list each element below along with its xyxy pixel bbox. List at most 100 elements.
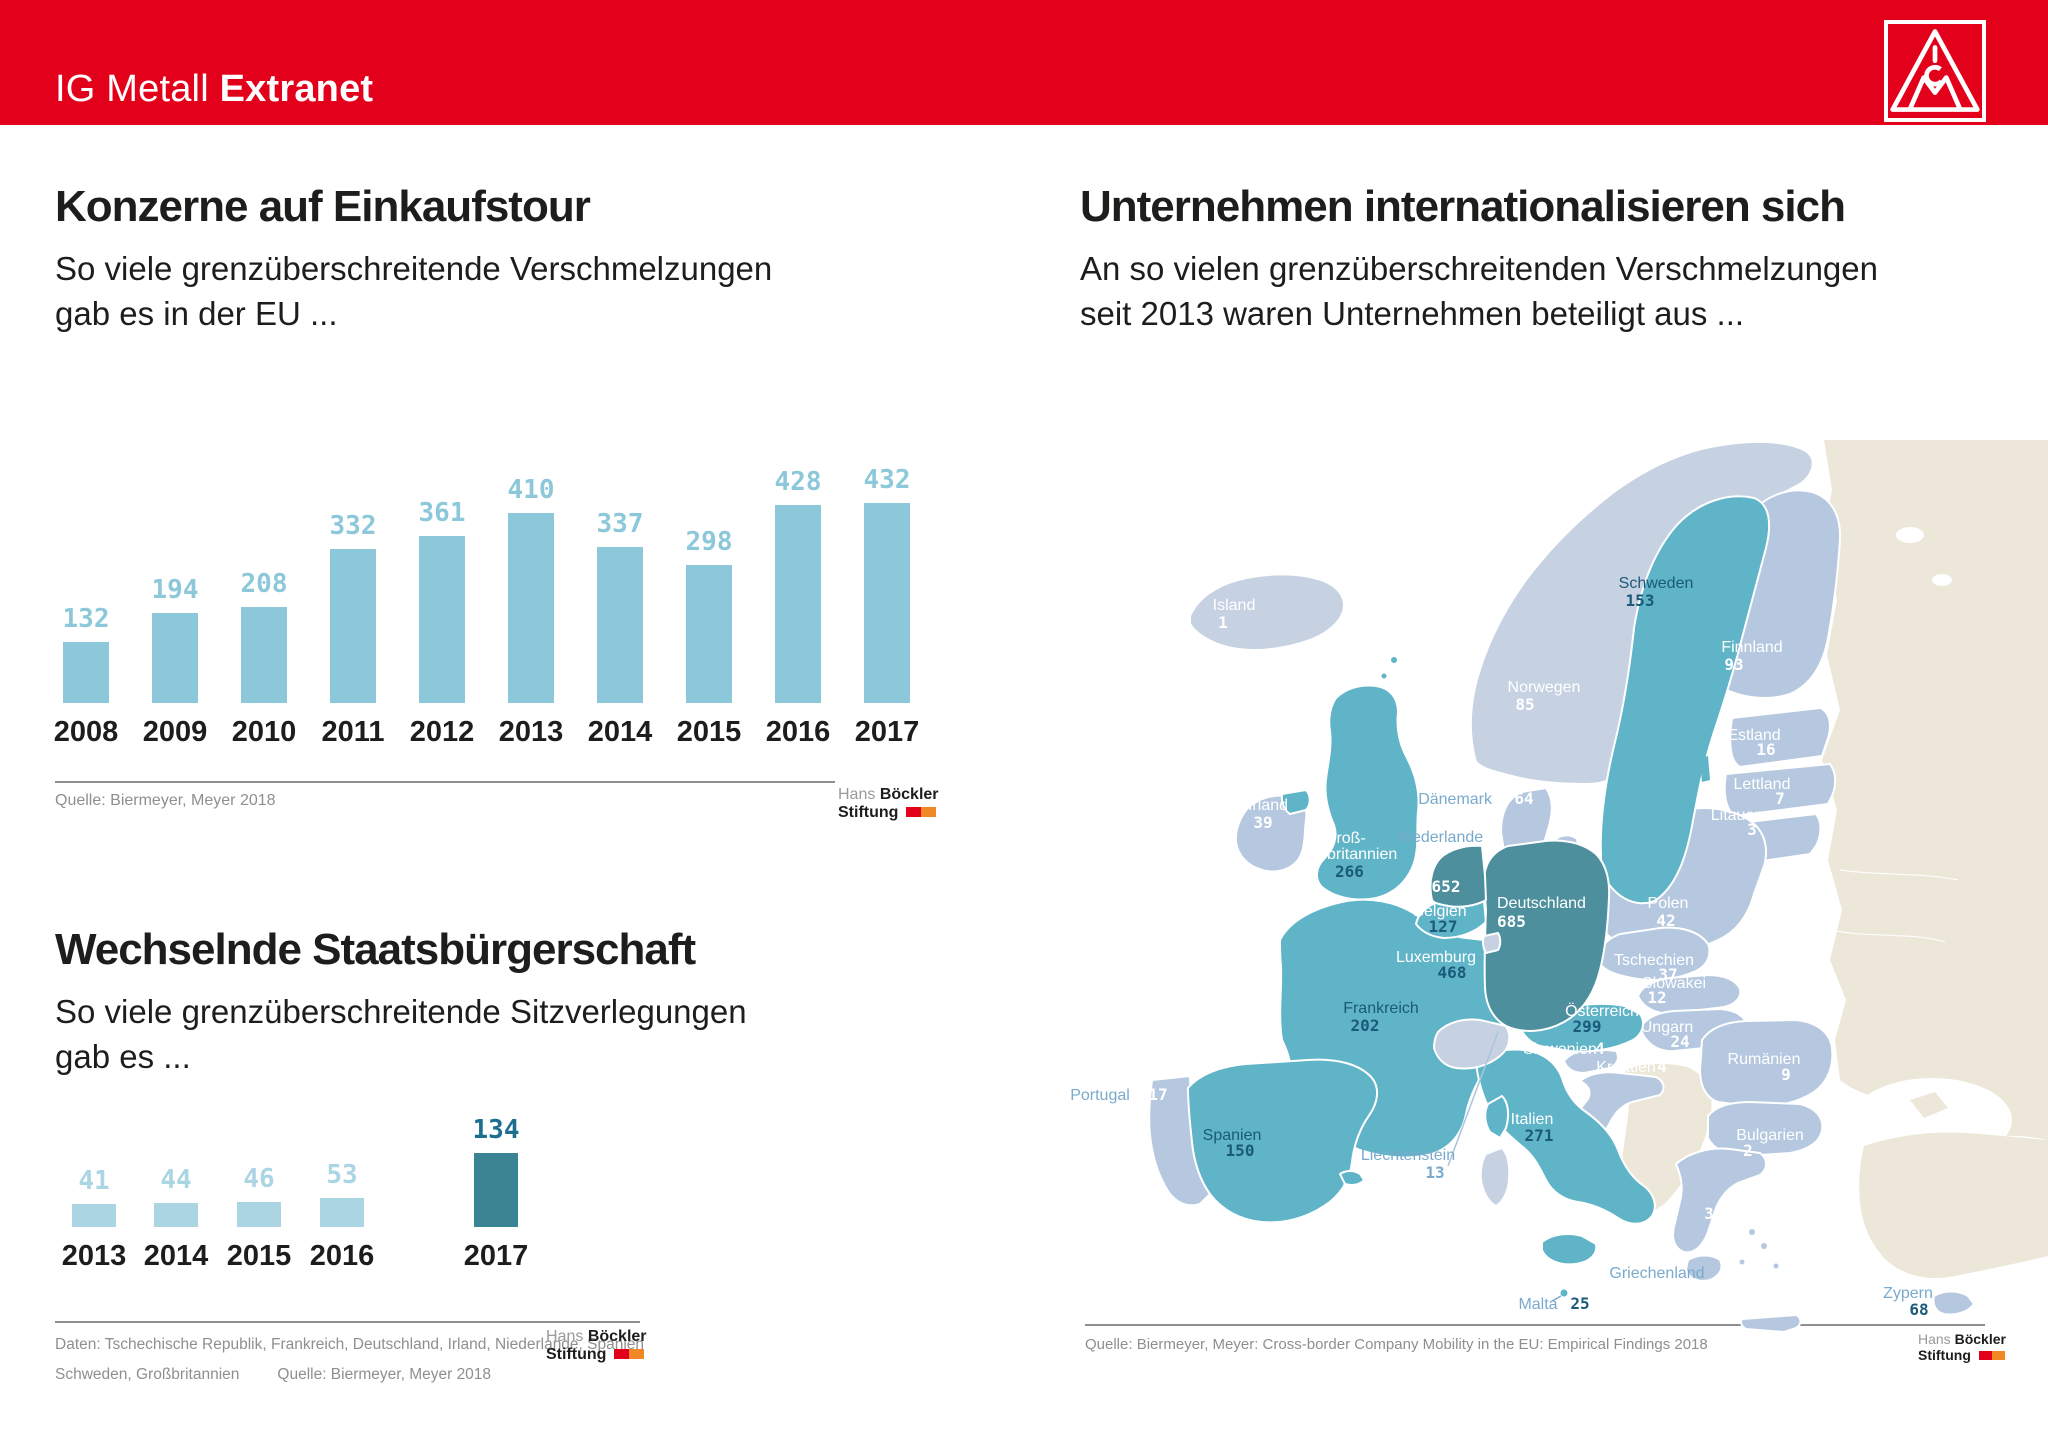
map-label-griechenland: Griechenland — [1609, 1265, 1704, 1282]
map-value-litauen: 3 — [1747, 820, 1757, 839]
map-value-ungarn: 24 — [1670, 1032, 1689, 1051]
map-label-zypern: Zypern — [1883, 1285, 1933, 1302]
map-value-polen: 42 — [1656, 911, 1675, 930]
hbs-hans: Hans — [838, 786, 876, 803]
chart1-year-2016: 2016 — [765, 716, 831, 748]
map-label-slowenien: Slowenien — [1523, 1041, 1597, 1058]
country-estland — [1729, 707, 1831, 768]
divider — [1085, 1324, 1985, 1326]
region-crimea — [1910, 1092, 1948, 1118]
chart1-value-2011: 332 — [329, 511, 377, 541]
country-deutschland — [1483, 839, 1611, 1032]
chart2-year-2015: 2015 — [226, 1240, 292, 1272]
chart2-bar-2015 — [237, 1202, 281, 1227]
hbs-red-block-icon — [614, 1349, 630, 1359]
chart1-value-2017: 432 — [863, 465, 911, 495]
chart1-value-2013: 410 — [507, 475, 555, 505]
chart1-year-2008: 2008 — [53, 716, 119, 748]
map-label-rumaenien: Rumänien — [1728, 1051, 1801, 1068]
map-value-finnland: 93 — [1724, 655, 1743, 674]
ig-metall-logo-icon — [1884, 20, 1986, 122]
map-value-rumaenien: 9 — [1781, 1065, 1791, 1084]
chart2-value-2014: 44 — [160, 1165, 192, 1195]
lake — [1896, 527, 1924, 543]
ig-metall-triangle-icon — [1890, 29, 1980, 112]
chart1-year-2015: 2015 — [676, 716, 742, 748]
chart2-year-2014: 2014 — [143, 1240, 209, 1272]
map-label-grossbritannien-line2: britannien — [1327, 846, 1397, 863]
aegean-island — [1749, 1229, 1755, 1235]
country-luxemburg — [1481, 932, 1502, 954]
europe-map: Island 1 Norwegen 85 Schweden 153 Finnla… — [1070, 440, 2048, 1333]
country-tschechien — [1598, 926, 1711, 981]
map-label-ungarn: Ungarn — [1641, 1019, 1693, 1036]
hbs-orange-block-icon — [921, 807, 937, 817]
chart1-bar-2016 — [775, 505, 821, 703]
country-italien — [1475, 1048, 1656, 1225]
chart1-bar-2010 — [241, 607, 287, 703]
border-line — [1829, 929, 1946, 943]
chart2-year-2013: 2013 — [61, 1240, 127, 1272]
map-source: Quelle: Biermeyer, Meyer: Cross-border C… — [1085, 1336, 1708, 1353]
country-schweiz — [1433, 1018, 1511, 1070]
orkney-island — [1381, 673, 1387, 679]
map-label-oesterreich: Österreich — [1565, 1002, 1639, 1020]
chart1-year-2011: 2011 — [321, 716, 385, 748]
map-label-italien: Italien — [1511, 1111, 1554, 1128]
chart2-year-2016: 2016 — [309, 1240, 375, 1272]
border-line — [1839, 869, 1959, 881]
map-label-polen: Polen — [1648, 895, 1689, 912]
chart2-bar-2017 — [474, 1153, 518, 1227]
aegean-island — [1761, 1243, 1767, 1249]
map-label-schweden: Schweden — [1619, 575, 1694, 592]
chart1-bar-2009 — [152, 613, 198, 703]
map-value-italien: 271 — [1525, 1126, 1554, 1145]
hbs-stiftung: Stiftung — [546, 1346, 607, 1363]
hans-boeckler-stiftung-logo: Hans Böckler Stiftung — [1918, 1331, 2006, 1363]
country-niederlande — [1429, 844, 1487, 908]
map-label-daenemark: Dänemark — [1418, 791, 1493, 808]
country-griechenland — [1672, 1147, 1767, 1254]
chart2-value-2016: 53 — [326, 1160, 358, 1190]
malta-leader-line — [1551, 1295, 1562, 1302]
country-rumaenien — [1699, 1019, 1834, 1108]
map-label-niederlande: Niederlande — [1397, 829, 1483, 846]
map-value-estland: 16 — [1756, 740, 1775, 759]
hbs-orange-block-icon — [629, 1349, 645, 1359]
map-value-zypern: 68 — [1909, 1300, 1928, 1319]
map-value-malta: 25 — [1570, 1294, 1589, 1313]
hans-boeckler-stiftung-logo: Hans Böckler Stiftung — [838, 786, 939, 822]
region-balearen — [1339, 1170, 1365, 1186]
map-label-tschechien: Tschechien — [1614, 952, 1694, 969]
chart2-title: Wechselnde Staatsbürgerschaft — [55, 925, 696, 974]
region-nordirland — [1280, 789, 1311, 815]
hans-boeckler-stiftung-logo: Hans Böckler Stiftung — [546, 1328, 647, 1364]
chart2-value-2013: 41 — [78, 1166, 110, 1196]
chart1-year-2017: 2017 — [854, 716, 920, 748]
map-label-norwegen: Norwegen — [1508, 679, 1581, 696]
map-label-portugal: Portugal — [1070, 1087, 1130, 1104]
chart2-value-2017: 134 — [472, 1115, 520, 1145]
map-label-slowakei: Slowakei — [1642, 975, 1706, 992]
chart2-source-line1: Daten: Tschechische Republik, Frankreich… — [55, 1336, 645, 1353]
hbs-boeckler: Böckler — [587, 1328, 647, 1345]
map-label-island: Island — [1213, 597, 1256, 614]
region-turkey — [1859, 1132, 2048, 1278]
hbs-boeckler: Böckler — [879, 786, 939, 803]
map-value-bulgarien: 2 — [1743, 1141, 1753, 1160]
map-label-estland: Estland — [1727, 727, 1780, 744]
map-value-island: 1 — [1218, 613, 1228, 632]
map-value-frankreich: 202 — [1351, 1016, 1380, 1035]
chart1-year-2014: 2014 — [587, 716, 653, 748]
chart1-year-2009: 2009 — [142, 716, 208, 748]
map-label-bulgarien: Bulgarien — [1736, 1127, 1804, 1144]
country-schweden — [1599, 495, 1771, 905]
map-value-schweden: 153 — [1626, 591, 1655, 610]
divider — [55, 1321, 640, 1323]
map-value-belgien: 127 — [1429, 917, 1458, 936]
map-value-portugal: 17 — [1148, 1085, 1167, 1104]
chart2-source-line2-left: Schweden, Großbritannien — [55, 1366, 240, 1383]
chart1-bar-2012 — [419, 536, 465, 703]
country-malta — [1560, 1289, 1568, 1297]
